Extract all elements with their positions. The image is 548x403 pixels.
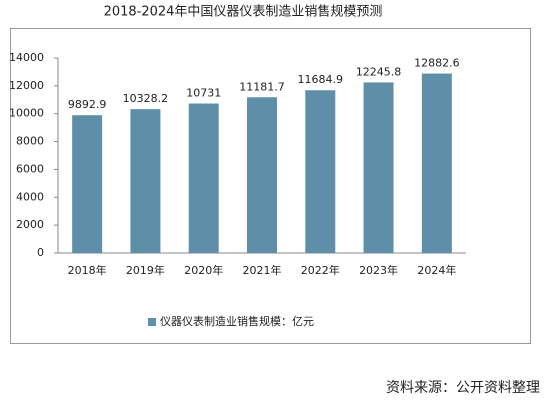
value-label: 10328.2: [123, 92, 169, 105]
legend-label: 仪器仪表制造业销售规模：亿元: [160, 314, 314, 328]
x-tick-label: 2024年: [417, 263, 456, 277]
x-tick-label: 2021年: [243, 263, 282, 277]
x-tick-label: 2019年: [126, 263, 165, 277]
y-tick-label: 12000: [9, 79, 44, 92]
x-tick-label: 2023年: [359, 263, 398, 277]
y-tick-label: 4000: [16, 190, 44, 203]
x-tick-label: 2018年: [68, 263, 107, 277]
x-tick-label: 2020年: [184, 263, 223, 277]
y-tick-label: 2000: [16, 218, 44, 231]
chart-border: [10, 28, 531, 344]
bar: [363, 82, 394, 253]
y-tick-label: 14000: [9, 51, 44, 64]
bar: [130, 109, 161, 253]
bar: [247, 97, 277, 254]
legend-swatch: [148, 318, 156, 326]
bar: [72, 115, 103, 253]
bar: [305, 90, 336, 253]
value-label: 9892.9: [68, 98, 107, 111]
value-label: 11684.9: [298, 73, 344, 86]
value-label: 10731: [186, 87, 221, 100]
y-tick-label: 8000: [16, 135, 44, 148]
value-label: 11181.7: [239, 80, 285, 93]
bar: [188, 103, 219, 253]
source-note: 资料来源：公开资料整理: [386, 380, 540, 396]
value-label: 12245.8: [356, 65, 402, 78]
value-label: 12882.6: [414, 57, 460, 70]
x-tick-label: 2022年: [301, 263, 340, 277]
y-tick-label: 6000: [16, 162, 44, 175]
y-tick-label: 0: [37, 246, 44, 259]
y-tick-label: 10000: [9, 107, 44, 120]
bar: [421, 73, 452, 254]
chart-title: 2018-2024年中国仪器仪表制造业销售规模预测: [104, 4, 383, 20]
